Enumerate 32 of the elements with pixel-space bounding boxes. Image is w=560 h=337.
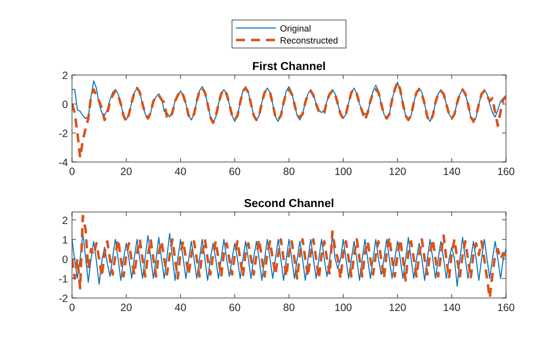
x-tick-label: 100	[334, 302, 352, 314]
y-tick-label: -2	[58, 128, 68, 140]
chart-title: Second Channel	[244, 198, 334, 210]
chart-title: First Channel	[252, 61, 326, 73]
x-tick-label: 40	[174, 166, 186, 178]
x-tick-label: 20	[120, 302, 132, 314]
x-tick-label: 40	[174, 302, 186, 314]
y-tick-label: 1	[62, 234, 68, 246]
y-tick-label: -1	[58, 273, 68, 286]
line-series	[72, 81, 506, 159]
x-tick-label: 60	[228, 166, 241, 178]
y-tick-label: -2	[58, 293, 68, 305]
y-tick-label: 2	[62, 214, 68, 227]
y-tick-label: -4	[58, 157, 68, 169]
x-tick-label: 160	[497, 166, 515, 178]
y-tick-label: 0	[62, 99, 68, 111]
x-tick-label: 100	[334, 166, 352, 178]
x-tick-label: 160	[497, 302, 515, 314]
line-series	[72, 214, 506, 298]
y-tick-label: 2	[62, 70, 68, 82]
x-tick-label: 120	[388, 302, 406, 314]
line-series	[72, 233, 506, 287]
legend-label: Original	[280, 24, 312, 34]
x-tick-label: 140	[442, 302, 461, 314]
x-tick-label: 140	[442, 166, 461, 178]
x-tick-label: 120	[388, 166, 406, 178]
x-tick-label: 80	[283, 166, 295, 178]
y-tick-label: 0	[62, 254, 68, 266]
x-tick-label: 20	[120, 166, 132, 178]
x-tick-label: 60	[228, 302, 241, 314]
x-tick-label: 80	[283, 302, 295, 314]
legend-label: Reconstructed	[280, 36, 338, 46]
